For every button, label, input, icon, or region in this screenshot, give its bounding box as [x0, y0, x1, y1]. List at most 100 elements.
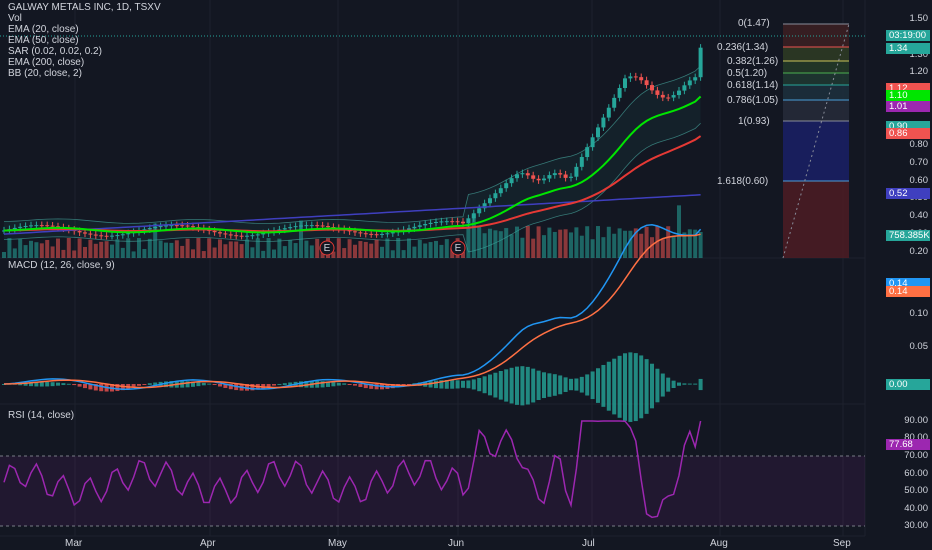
price-tick: 1.30: [909, 49, 929, 60]
candle-body: [693, 77, 698, 81]
volume-bar: [369, 243, 374, 258]
volume-bar: [358, 241, 363, 258]
rsi-title[interactable]: RSI (14, close): [8, 410, 75, 421]
volume-bar: [153, 223, 158, 258]
time-tick: Jul: [582, 538, 595, 549]
macd-hist-bar: [353, 384, 357, 386]
macd-hist-bar: [218, 384, 222, 387]
bb-lower: [3, 123, 701, 253]
candle-body: [191, 226, 195, 228]
time-tick: Apr: [200, 538, 216, 549]
volume-bar: [428, 242, 433, 258]
candle-body: [326, 226, 330, 228]
price-tick: 0.70: [909, 157, 929, 168]
macd-hist-bar: [299, 381, 303, 388]
indicator-ema200[interactable]: EMA (200, close): [8, 57, 85, 68]
volume-bar: [23, 245, 28, 258]
macd-hist-bar: [228, 384, 233, 390]
candle-body: [488, 198, 492, 204]
macd-hist-bar: [596, 368, 600, 403]
price-tick: 0.40: [909, 210, 929, 221]
macd-hist-bar: [509, 367, 514, 404]
macd-hist-bar: [212, 384, 217, 385]
earnings-marker-may[interactable]: E: [319, 240, 335, 256]
volume-bar: [525, 226, 530, 258]
candle-body: [552, 173, 557, 176]
macd-hist-bar: [245, 384, 249, 391]
macd-hist-bar: [185, 381, 190, 388]
macd-hist-bar: [72, 384, 77, 386]
volume-bar: [277, 238, 282, 258]
earnings-marker-jun[interactable]: E: [450, 240, 466, 256]
rsi-pane[interactable]: [0, 420, 865, 527]
macd-hist-bar: [29, 382, 33, 387]
volume-bar: [266, 238, 271, 258]
volume-bar: [56, 238, 60, 258]
volume-bar: [131, 251, 136, 258]
candle-body: [639, 77, 644, 81]
volume-bar: [596, 226, 600, 258]
volume-bar: [309, 245, 314, 258]
candle-body: [455, 221, 460, 223]
volume-bar: [390, 250, 395, 258]
candle-body: [531, 175, 536, 179]
macd-title[interactable]: MACD (12, 26, close, 9): [8, 260, 115, 271]
candle-body: [88, 233, 93, 235]
candle-body: [293, 226, 298, 228]
macd-hist-bar: [677, 382, 681, 386]
fib-label: 1.618(0.60): [717, 176, 768, 187]
candle-body: [147, 228, 152, 230]
macd-hist-bar: [628, 352, 633, 422]
candle-body: [666, 97, 671, 99]
volume-bar: [304, 240, 309, 258]
macd-hist-bar: [525, 366, 530, 405]
volume-bar: [380, 246, 384, 258]
volume-bar: [353, 244, 357, 258]
fib-retracement[interactable]: [782, 23, 850, 259]
macd-hist-bar: [34, 381, 39, 387]
volume-bar: [336, 238, 341, 258]
price-tick: 1.50: [909, 13, 929, 24]
fib-label: 0.786(1.05): [727, 95, 778, 106]
volume-bar: [201, 251, 206, 258]
volume-bar: [77, 238, 82, 258]
indicator-ema50[interactable]: EMA (50, close): [8, 35, 79, 46]
candle-body: [223, 233, 228, 235]
volume-bar: [158, 240, 163, 258]
indicator-vol[interactable]: Vol: [8, 13, 22, 24]
volume-bar: [120, 247, 125, 258]
macd-hist-bar: [336, 382, 341, 386]
candle-body: [644, 80, 649, 86]
rsi-tick: 80.00: [904, 432, 928, 443]
macd-hist-bar: [66, 383, 71, 385]
candle-body: [698, 47, 703, 78]
price-tag: 1.10: [886, 90, 930, 101]
symbol-title[interactable]: GALWAY METALS INC, 1D, TSXV: [8, 2, 161, 13]
indicator-ema20[interactable]: EMA (20, close): [8, 24, 79, 35]
volume-bar: [50, 246, 55, 258]
macd-hist-bar: [639, 355, 644, 419]
macd-hist-bar: [660, 373, 665, 397]
indicator-bb[interactable]: BB (20, close, 2): [8, 68, 82, 79]
macd-hist-bar: [99, 384, 104, 392]
macd-hist-bar: [444, 380, 449, 389]
candle-body: [2, 230, 6, 232]
macd-hist-bar: [147, 383, 152, 385]
volume-bar: [471, 214, 476, 258]
volume-bar: [218, 239, 222, 258]
candle-body: [255, 234, 260, 236]
macd-pane[interactable]: [2, 224, 703, 422]
macd-hist-bar: [61, 383, 66, 386]
macd-hist-bar: [196, 382, 201, 387]
volume-bar: [488, 228, 492, 258]
candle-body: [439, 221, 444, 223]
candle-body: [444, 221, 449, 223]
indicator-sar[interactable]: SAR (0.02, 0.02, 0.2): [8, 46, 102, 57]
rsi-line: [3, 420, 702, 519]
volume-bars: [2, 205, 703, 258]
fib-label: 0(1.47): [738, 18, 770, 29]
candle-body: [547, 175, 552, 179]
macd-hist-bar: [331, 382, 336, 387]
volume-bar: [104, 241, 109, 258]
